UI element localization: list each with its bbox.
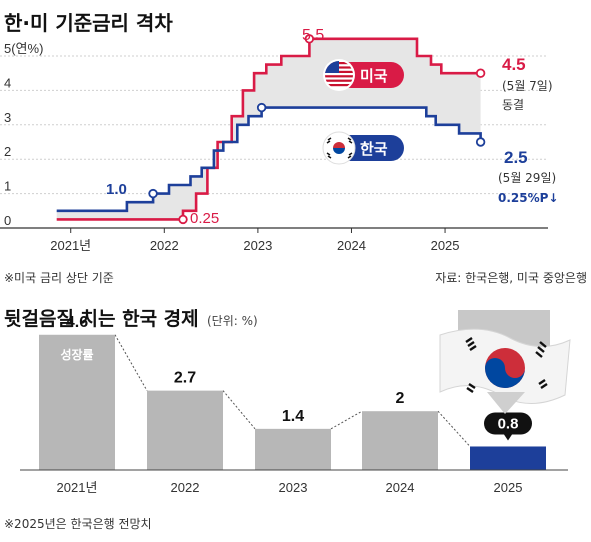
- rate-x-ticks: 2021년 2022 2023 2024 2025: [0, 227, 548, 253]
- growth-connector: [437, 410, 471, 447]
- growth-value-pill-pointer: [504, 434, 512, 441]
- rate-y-tick: 4: [4, 75, 11, 90]
- growth-trend-connectors: [114, 334, 471, 447]
- growth-inside-label: 성장률: [60, 348, 93, 362]
- growth-bars: [39, 334, 546, 470]
- rate-chart-title: 한·미 기준금리 격차: [4, 11, 173, 35]
- growth-value-label: 2: [396, 390, 405, 407]
- kr-end-value: 2.5: [504, 148, 528, 167]
- growth-bar: [470, 446, 546, 470]
- us-start-label: 0.25: [190, 210, 219, 227]
- us-end-value: 4.5: [502, 55, 526, 74]
- growth-x-tick: 2024: [386, 480, 415, 495]
- growth-x-ticks: 2021년 2022 2023 2024 2025: [20, 469, 568, 495]
- rate-y-tick: 3: [4, 110, 11, 125]
- us-end-date: (5월 7일): [502, 79, 553, 93]
- growth-chart-title: 뒷걸음질 치는 한국 경제: [4, 308, 199, 330]
- kr-badge: 한국: [322, 131, 404, 165]
- us-end-marker: [475, 68, 486, 78]
- us-start-marker: [178, 214, 188, 225]
- rate-y-tick: 5(연%): [4, 41, 43, 56]
- growth-bar: [147, 390, 223, 470]
- growth-x-tick: 2023: [279, 480, 308, 495]
- kr-end-date: (5월 29일): [498, 171, 556, 185]
- growth-footnote: ※2025년은 한국은행 전망치: [4, 516, 152, 531]
- growth-value-pill: [484, 412, 532, 435]
- growth-bar: [362, 411, 438, 470]
- us-peak-label: 5.5: [302, 27, 324, 44]
- us-badge-label: 미국: [360, 67, 388, 85]
- us-badge: 미국: [323, 59, 404, 91]
- growth-x-tick: 2021년: [57, 480, 98, 495]
- kr-badge-label: 한국: [360, 140, 388, 158]
- growth-value-label: 1.4: [282, 408, 304, 425]
- us-rate-line: [56, 37, 481, 221]
- rate-x-tick: 2023: [243, 238, 272, 253]
- growth-value-label: 2.7: [174, 370, 196, 387]
- growth-chart-unit: (단위: %): [207, 314, 258, 328]
- growth-value-label: 4.6: [66, 314, 88, 331]
- us-flag-icon: [323, 59, 355, 91]
- growth-value-labels: 4.6 2.7 1.4 2 0.8 성장률: [60, 314, 532, 441]
- kr-start-label: 1.0: [106, 181, 127, 198]
- rate-markers: [148, 34, 486, 225]
- kr-start-marker: [148, 188, 158, 199]
- rate-y-tick: 1: [4, 179, 11, 194]
- kr-rate-line: [56, 106, 482, 213]
- rate-y-tick: 0: [4, 213, 11, 228]
- growth-value-label: 0.8: [498, 415, 519, 432]
- rate-y-ticks: 0 1 2 3 4 5(연%): [4, 41, 43, 228]
- growth-bar: [255, 428, 331, 470]
- growth-x-tick: 2025: [494, 480, 523, 495]
- rate-source: 자료: 한국은행, 미국 중앙은행: [435, 270, 587, 285]
- us-peak-marker: [304, 34, 315, 44]
- rate-x-tick: 2021년: [50, 238, 91, 253]
- growth-x-tick: 2022: [171, 480, 200, 495]
- growth-bar: [39, 334, 115, 470]
- rate-y-tick: 2: [4, 144, 11, 159]
- korea-flag-illustration: [439, 310, 571, 414]
- kr-end-change: 0.25%P↓: [498, 191, 558, 205]
- kr-end-marker: [475, 137, 486, 147]
- kr-flag-icon: [322, 131, 356, 165]
- rate-footnote: ※미국 금리 상단 기준: [4, 271, 114, 285]
- rate-x-tick: 2024: [337, 238, 366, 253]
- growth-connector: [330, 410, 363, 430]
- us-end-status: 동결: [502, 98, 524, 112]
- kr-peak-marker: [256, 102, 267, 113]
- rate-x-tick: 2022: [150, 238, 179, 253]
- growth-connector: [114, 334, 148, 391]
- rate-x-tick: 2025: [431, 238, 460, 253]
- growth-connector: [222, 390, 256, 430]
